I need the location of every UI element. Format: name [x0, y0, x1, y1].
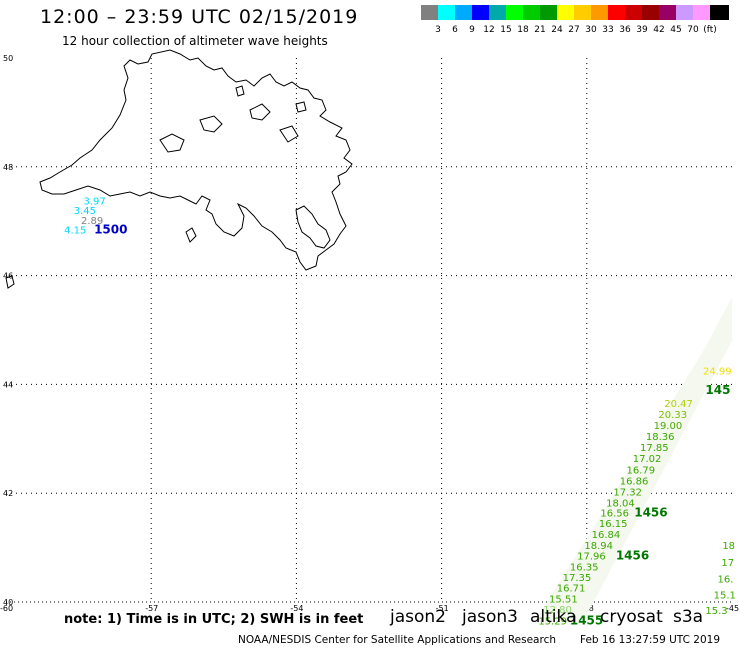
longitude-tick-label: -45 — [726, 604, 739, 613]
pass-time-label: 1500 — [94, 223, 127, 237]
legend-swatch — [540, 5, 559, 20]
legend-label: 39 — [636, 25, 648, 35]
wave-height-value: 18.04 — [606, 498, 635, 509]
wave-height-value: 16. — [717, 574, 733, 585]
wave-height-value: 12.80 — [543, 605, 572, 616]
satellite-s3a: s3a — [673, 607, 704, 627]
wave-height-value: 16.15 — [599, 519, 628, 530]
legend-label: 45 — [670, 25, 682, 35]
legend-label: 24 — [551, 25, 563, 35]
wave-height-value: 19.00 — [654, 421, 683, 432]
wave-height-value: 16.79 — [626, 466, 655, 477]
legend-label: 18 — [517, 25, 529, 35]
legend-swatch — [710, 5, 729, 20]
pass-time-label: 1456 — [634, 506, 667, 520]
legend-label: 6 — [452, 25, 458, 35]
wave-height-value: 20.33 — [658, 410, 687, 421]
legend-swatch — [506, 5, 525, 20]
legend-swatch — [625, 5, 644, 20]
wave-height-value: 16.86 — [620, 476, 649, 487]
note-text: note: 1) Time is in UTC; 2) SWH is in fe… — [64, 612, 364, 627]
wave-height-value: 17.35 — [563, 573, 592, 584]
legend-label: 33 — [602, 25, 614, 35]
satellite-cryosat: cryosat — [600, 607, 663, 627]
wave-height-value: 15.3 — [705, 606, 727, 617]
legend-label: 70 — [687, 25, 699, 35]
legend-label: 3 — [435, 25, 441, 35]
legend-swatch — [523, 5, 542, 20]
legend-swatch — [421, 5, 440, 20]
latitude-tick-label: 40 — [3, 598, 13, 607]
longitude-tick-label: -54 — [290, 604, 303, 613]
latitude-tick-label: 44 — [3, 380, 13, 389]
legend-label: 9 — [469, 25, 475, 35]
credit-text: NOAA/NESDIS Center for Satellite Applica… — [238, 634, 556, 646]
legend-swatch — [676, 5, 695, 20]
wave-height-value: 2.89 — [81, 216, 103, 227]
legend-label: 15 — [500, 25, 512, 35]
legend-swatch — [574, 5, 593, 20]
legend-label: 36 — [619, 25, 631, 35]
legend-swatch — [438, 5, 457, 20]
latitude-tick-label: 50 — [3, 54, 13, 63]
legend-swatch — [659, 5, 678, 20]
pass-time-label: 1456 — [616, 549, 649, 563]
map-subtitle: 12 hour collection of altimeter wave hei… — [62, 34, 328, 48]
legend-label: 12 — [483, 25, 495, 35]
pass-time-label: 145 — [705, 383, 730, 397]
legend-swatch — [472, 5, 491, 20]
legend-swatch — [557, 5, 576, 20]
wave-height-value: 16.84 — [592, 530, 621, 541]
northern-bays — [159, 103, 299, 153]
avalon-peninsula — [295, 205, 331, 249]
longitude-tick-label: -57 — [145, 604, 158, 613]
wave-height-value: 24.99 — [703, 367, 732, 378]
legend-swatch — [489, 5, 508, 20]
wave-height-value: 18 — [722, 541, 735, 552]
legend-swatch — [693, 5, 712, 20]
satellite-jason3: jason3 — [462, 607, 518, 627]
legend-label: 21 — [534, 25, 546, 35]
wave-height-value: 20.47 — [664, 399, 693, 410]
wave-height-value: 15.51 — [549, 595, 578, 606]
legend-label: 30 — [585, 25, 597, 35]
wave-height-value: 16.56 — [600, 509, 629, 520]
pass-time-label: 1455 — [570, 613, 603, 627]
legend-label: 27 — [568, 25, 580, 35]
latitude-tick-label: 46 — [3, 272, 13, 281]
satellite-altika: altika — [530, 607, 577, 627]
wave-height-value: 15.1 — [714, 591, 736, 602]
wave-height-value: 18.36 — [646, 432, 675, 443]
wave-height-value: 3.45 — [74, 206, 96, 217]
wave-height-value: 15.29 — [538, 616, 567, 627]
legend-swatch — [591, 5, 610, 20]
latitude-tick-label: 48 — [3, 163, 13, 172]
legend-swatch — [455, 5, 474, 20]
longitude-tick-label: -60 — [0, 604, 13, 613]
latitude-tick-label: 42 — [3, 489, 13, 498]
generated-timestamp: Feb 16 13:27:59 UTC 2019 — [580, 634, 720, 646]
wave-height-value: 17.32 — [613, 487, 642, 498]
wave-height-value: 16.71 — [557, 584, 586, 595]
wave-height-value: 17.85 — [640, 443, 669, 454]
longitude-tick-label: -51 — [436, 604, 449, 613]
wave-height-value: 17.96 — [577, 552, 606, 563]
wave-height-value: 18.94 — [584, 541, 613, 552]
wave-height-value: 4.15 — [64, 226, 86, 237]
map-title: 12:00 – 23:59 UTC 02/15/2019 — [40, 6, 359, 28]
wave-height-value: 17.02 — [633, 454, 662, 465]
newfoundland-coastline — [39, 49, 353, 271]
wave-height-value: 16.35 — [570, 562, 599, 573]
legend-swatch — [608, 5, 627, 20]
satellite-jason2: jason2 — [390, 607, 446, 627]
small-islands — [5, 85, 307, 289]
wave-height-value: 3.97 — [83, 196, 105, 207]
legend-label: 42 — [653, 25, 665, 35]
legend-label: (ft) — [703, 25, 717, 35]
wave-height-value: 17 — [721, 558, 734, 569]
legend-swatch — [642, 5, 661, 20]
